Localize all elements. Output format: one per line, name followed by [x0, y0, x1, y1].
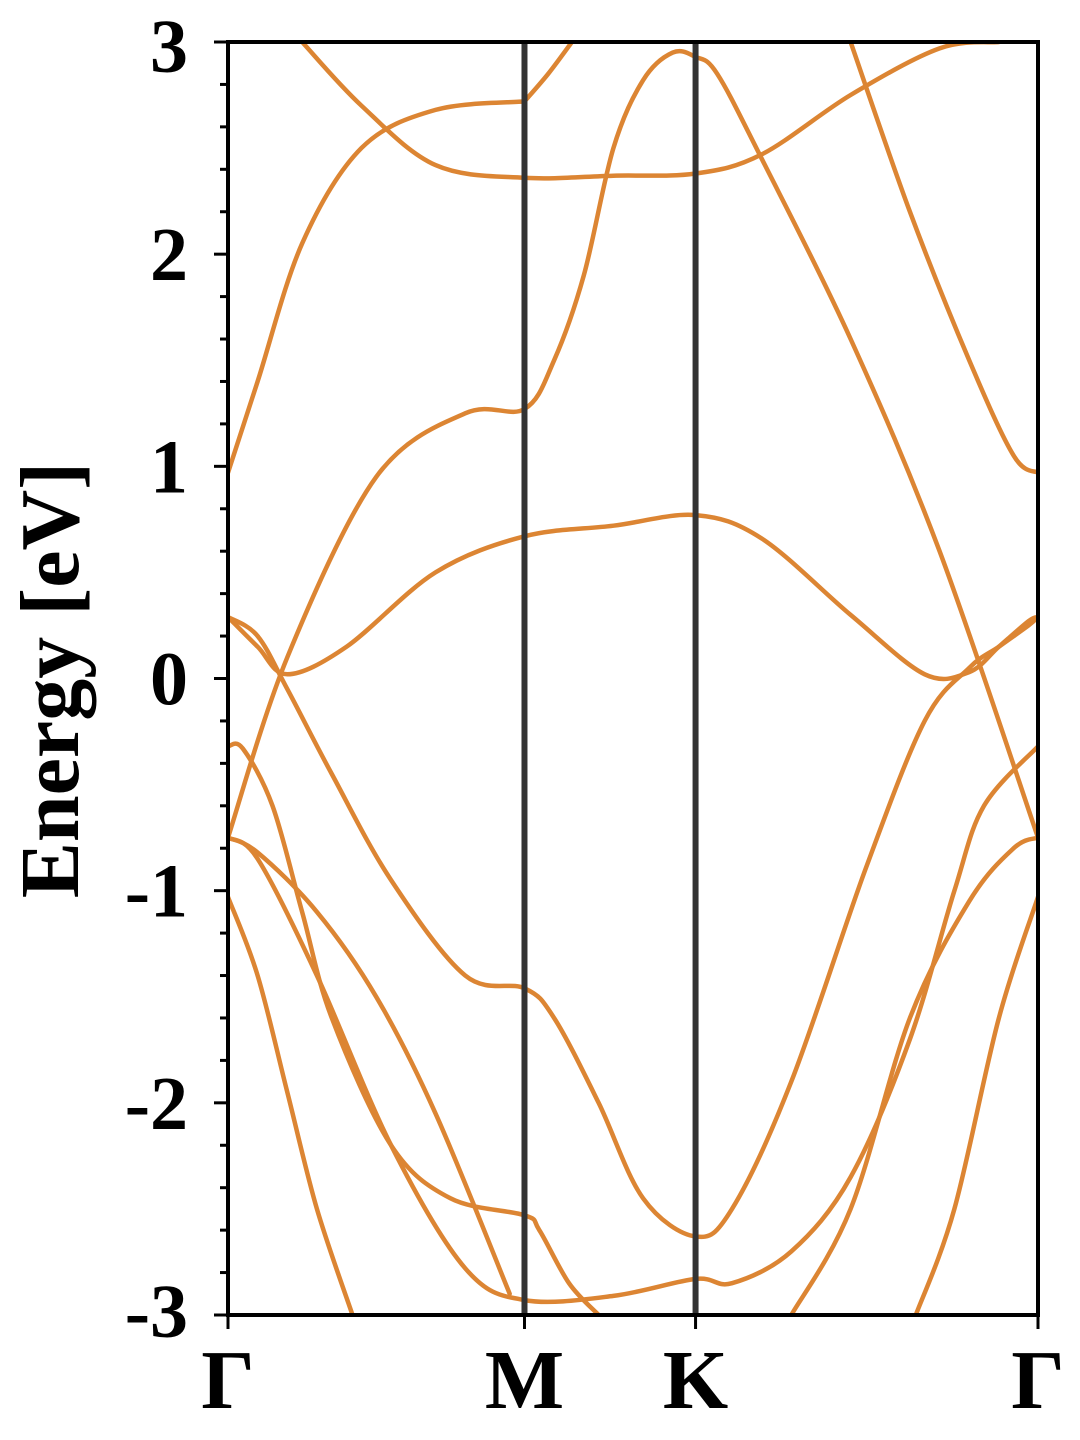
band-line-4 — [228, 48, 1038, 840]
band-line-5 — [848, 42, 1038, 475]
y-axis: -3 -2 -1 0 1 2 3 — [125, 5, 228, 1354]
y-tick-label: -1 — [125, 850, 188, 934]
band-line-10 — [228, 835, 512, 1297]
band-line-12 — [789, 835, 1038, 1315]
band-line-11 — [228, 894, 355, 1315]
band-line-3 — [299, 42, 1002, 181]
y-tick-label: 3 — [150, 5, 188, 89]
band-line-1 — [228, 99, 527, 475]
band-line-13 — [913, 894, 1038, 1315]
x-tick-label-4: Γ — [1011, 1334, 1064, 1427]
band-line-8 — [228, 741, 601, 1315]
y-axis-label: Energy [eV] — [4, 462, 97, 898]
band-lines — [228, 42, 1038, 1315]
band-line-7 — [228, 614, 1038, 1240]
y-tick-label: 2 — [150, 213, 188, 297]
y-tick-label: 0 — [150, 638, 188, 722]
x-tick-label-3: K — [663, 1334, 728, 1427]
band-line-9 — [228, 744, 1038, 1305]
high-symmetry-lines — [521, 42, 699, 1315]
band-line-2 — [522, 42, 575, 104]
x-tick-label-2: M — [485, 1334, 564, 1427]
band-line-6 — [228, 512, 1038, 682]
y-tick-label: -2 — [125, 1062, 188, 1146]
y-tick-label: -3 — [125, 1270, 188, 1354]
x-tick-label-1: Γ — [201, 1334, 254, 1427]
y-tick-label: 1 — [150, 425, 188, 509]
